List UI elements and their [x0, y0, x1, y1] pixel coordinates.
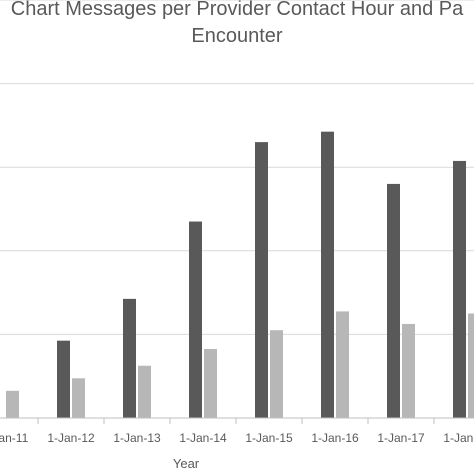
- x-tick-label: 1-Jan-14: [179, 431, 227, 445]
- x-tick-label: 1-Jan-13: [113, 431, 161, 445]
- bar-series-1-4: [189, 221, 202, 418]
- x-tick-label: 1-Jan-11: [0, 431, 29, 445]
- chart-title: Chart Messages per Provider Contact Hour…: [0, 0, 474, 50]
- x-tick-label: 1-Jan-12: [47, 431, 95, 445]
- bar-series-2-6: [336, 311, 349, 418]
- bar-series-1-2: [57, 340, 70, 418]
- x-tick-label: 1-Jan-16: [311, 431, 359, 445]
- bar-series-2-5: [270, 330, 283, 418]
- chart-title-line-1: Chart Messages per Provider Contact Hour…: [10, 0, 464, 20]
- bar-series-1-3: [123, 298, 136, 418]
- gridlines: [0, 0, 474, 335]
- x-axis-title: Year: [173, 456, 200, 471]
- x-tick-label: 1-Jan-17: [377, 431, 425, 445]
- bar-series-2-8: [468, 313, 474, 418]
- x-axis: 1-Jan-11 1-Jan-12 1-Jan-13 1-Jan-14 1-Jan-15…: [0, 417, 474, 445]
- x-tick-label: 1-Jan-15: [245, 431, 293, 445]
- bar-series-2-7: [402, 323, 415, 418]
- bar-series-2-3: [138, 365, 151, 418]
- chart-title-line-2: Encounter: [191, 25, 283, 47]
- bar-series-2-4: [204, 349, 217, 418]
- bar-series-1-5: [255, 142, 268, 418]
- bar-series-1-6: [321, 131, 334, 419]
- x-tick-label: 1-Jan-18: [443, 431, 474, 445]
- bar-series-2-1: [6, 390, 19, 418]
- bars: [6, 131, 474, 419]
- bar-series-2-2: [72, 378, 85, 418]
- bar-series-1-7: [387, 183, 400, 418]
- bar-series-1-8: [453, 160, 466, 418]
